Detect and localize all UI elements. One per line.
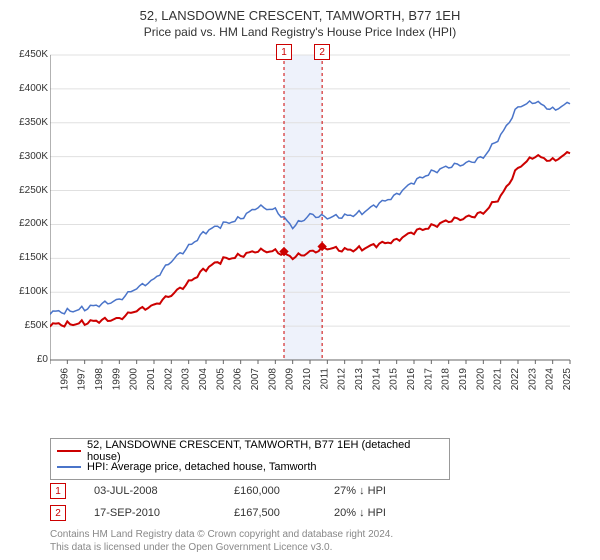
- y-tick-label: £300K: [2, 151, 48, 162]
- svg-text:2001: 2001: [146, 368, 157, 391]
- svg-text:2016: 2016: [406, 368, 417, 391]
- y-tick-label: £100K: [2, 286, 48, 297]
- y-tick-label: £250K: [2, 185, 48, 196]
- svg-text:2017: 2017: [423, 368, 434, 391]
- svg-text:2008: 2008: [267, 368, 278, 391]
- sale-badge: 2: [50, 505, 66, 521]
- y-tick-label: £450K: [2, 49, 48, 60]
- chart-marker-flag: 2: [314, 44, 330, 60]
- svg-text:2003: 2003: [181, 368, 192, 391]
- chart-title: 52, LANSDOWNE CRESCENT, TAMWORTH, B77 1E…: [0, 0, 600, 25]
- svg-text:1995: 1995: [50, 368, 53, 391]
- legend-label: HPI: Average price, detached house, Tamw…: [87, 461, 317, 473]
- table-row: 2 17-SEP-2010 £167,500 20% ↓ HPI: [50, 502, 454, 524]
- svg-text:2020: 2020: [475, 368, 486, 391]
- svg-text:2010: 2010: [302, 368, 313, 391]
- svg-text:2011: 2011: [319, 368, 330, 390]
- svg-text:2005: 2005: [215, 368, 226, 391]
- y-tick-label: £0: [2, 354, 48, 365]
- attribution-line: Contains HM Land Registry data © Crown c…: [50, 528, 393, 541]
- sale-badge: 1: [50, 483, 66, 499]
- svg-text:1999: 1999: [111, 368, 122, 391]
- y-tick-label: £50K: [2, 320, 48, 331]
- sales-table: 1 03-JUL-2008 £160,000 27% ↓ HPI 2 17-SE…: [50, 480, 454, 524]
- svg-text:2018: 2018: [441, 368, 452, 391]
- chart-plot: 1995 1996 1997 1998 1999 2000 2001 2002 2003 2004…: [50, 50, 580, 400]
- y-tick-label: £350K: [2, 117, 48, 128]
- svg-text:2019: 2019: [458, 368, 469, 391]
- svg-text:2000: 2000: [129, 368, 140, 391]
- svg-text:2022: 2022: [510, 368, 521, 391]
- sale-pct: 27% ↓ HPI: [334, 485, 454, 497]
- attribution: Contains HM Land Registry data © Crown c…: [50, 528, 393, 554]
- svg-text:1996: 1996: [59, 368, 70, 391]
- svg-text:2023: 2023: [527, 368, 538, 391]
- sale-date: 17-SEP-2010: [94, 507, 234, 519]
- svg-text:1998: 1998: [94, 368, 105, 391]
- chart-marker-flag: 1: [276, 44, 292, 60]
- svg-text:2021: 2021: [493, 368, 504, 391]
- attribution-line: This data is licensed under the Open Gov…: [50, 541, 393, 554]
- sale-pct: 20% ↓ HPI: [334, 507, 454, 519]
- svg-text:2009: 2009: [285, 368, 296, 391]
- svg-text:2007: 2007: [250, 368, 261, 391]
- legend-label: 52, LANSDOWNE CRESCENT, TAMWORTH, B77 1E…: [87, 439, 443, 463]
- legend-swatch: [57, 466, 81, 468]
- svg-text:2012: 2012: [337, 368, 348, 391]
- svg-text:2014: 2014: [371, 368, 382, 391]
- sale-date: 03-JUL-2008: [94, 485, 234, 497]
- y-tick-label: £150K: [2, 252, 48, 263]
- svg-text:1997: 1997: [77, 368, 88, 391]
- sale-price: £167,500: [234, 507, 334, 519]
- y-tick-label: £200K: [2, 218, 48, 229]
- legend-item: 52, LANSDOWNE CRESCENT, TAMWORTH, B77 1E…: [57, 443, 443, 459]
- legend-swatch: [57, 450, 81, 452]
- legend: 52, LANSDOWNE CRESCENT, TAMWORTH, B77 1E…: [50, 438, 450, 480]
- y-tick-label: £400K: [2, 83, 48, 94]
- svg-text:2013: 2013: [354, 368, 365, 391]
- svg-text:2024: 2024: [545, 368, 556, 391]
- table-row: 1 03-JUL-2008 £160,000 27% ↓ HPI: [50, 480, 454, 502]
- chart-subtitle: Price paid vs. HM Land Registry's House …: [0, 25, 600, 43]
- svg-text:2004: 2004: [198, 368, 209, 391]
- svg-text:2015: 2015: [389, 368, 400, 391]
- svg-text:2002: 2002: [163, 368, 174, 391]
- svg-text:2025: 2025: [562, 368, 573, 391]
- svg-text:2006: 2006: [233, 368, 244, 391]
- sale-price: £160,000: [234, 485, 334, 497]
